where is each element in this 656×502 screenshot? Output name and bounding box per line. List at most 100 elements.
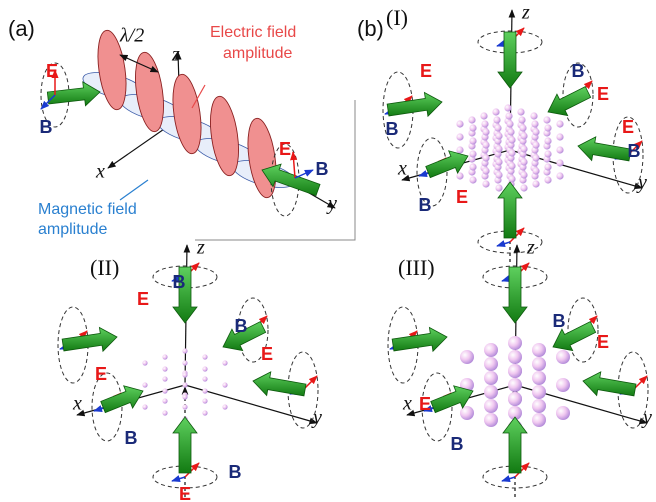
lattice-atom <box>556 120 563 127</box>
lattice-atom <box>142 382 147 387</box>
lattice-atom <box>505 112 512 119</box>
beam-arrow <box>253 372 306 396</box>
lattice-atom <box>531 120 538 127</box>
panel-label: (b) <box>357 16 384 41</box>
beam-arrow <box>498 32 522 88</box>
lattice-atom <box>544 150 551 157</box>
axis-label: y <box>326 193 337 215</box>
field-label: E <box>179 484 191 502</box>
electric-label: Electric field <box>210 24 296 41</box>
field-label: E <box>261 344 273 364</box>
lattice-atom <box>469 124 476 131</box>
beam-arrow <box>387 92 442 116</box>
lattice-atom <box>532 413 546 427</box>
lattice-atom <box>456 120 463 127</box>
beam-arrow <box>578 137 631 161</box>
lattice-atom <box>508 350 522 364</box>
lattice-atom <box>508 175 515 182</box>
lattice-atom <box>544 137 551 144</box>
field-label: B <box>386 119 399 139</box>
lattice-atom <box>202 354 207 359</box>
lattice-atom <box>508 149 515 156</box>
lattice-atom <box>162 354 167 359</box>
lattice-atom <box>484 371 498 385</box>
lattice-atom <box>556 350 570 364</box>
field-label: E <box>597 332 609 352</box>
lattice-atom <box>456 133 463 140</box>
field-label: E <box>95 364 107 384</box>
lattice-atom <box>182 372 187 377</box>
field-label: B <box>419 195 432 215</box>
lattice-atom <box>532 180 539 187</box>
field-label: E <box>420 61 432 81</box>
lattice-atom <box>519 124 526 131</box>
lattice-atom <box>507 128 514 135</box>
lattice-atom <box>495 145 502 152</box>
lattice-atom <box>532 399 546 413</box>
lattice-atom <box>469 176 476 183</box>
lattice-atom <box>481 120 488 127</box>
field-label: B <box>316 159 329 179</box>
lattice-atom <box>543 116 550 123</box>
lattice-atom <box>182 348 187 353</box>
lattice-atom <box>202 410 207 415</box>
subpanel-label: (III) <box>398 255 435 280</box>
field-label: E <box>622 117 634 137</box>
lattice-atom <box>520 145 527 152</box>
figure: (a) (b) λ/2 Electric field amplitude Mag… <box>0 0 656 502</box>
lattice-atom <box>182 360 187 365</box>
axis-label: y <box>641 407 652 429</box>
field-label: E <box>279 139 291 159</box>
field-label: E <box>456 187 468 207</box>
b-vector <box>502 477 515 481</box>
lattice-atom <box>460 406 474 420</box>
lattice-atom <box>520 171 527 178</box>
electric-label: amplitude <box>223 45 292 62</box>
lattice-atom <box>484 357 498 371</box>
field-label: B <box>40 117 53 137</box>
lattice-atom <box>202 398 207 403</box>
beam-arrow <box>503 417 527 473</box>
lattice-atom <box>162 376 167 381</box>
lattice-atom <box>484 413 498 427</box>
lattice-atom <box>508 136 515 143</box>
lattice-atom <box>556 378 570 392</box>
lattice-atom <box>532 343 546 357</box>
lattice-atom <box>484 343 498 357</box>
lattice-atom <box>532 371 546 385</box>
lattice-atom <box>162 366 167 371</box>
lattice-atom <box>469 163 476 170</box>
lattice-atom <box>520 184 527 191</box>
lattice-atom <box>182 404 187 409</box>
field-label: B <box>451 434 464 454</box>
beam-arrow <box>548 87 591 116</box>
e-vector <box>293 152 295 178</box>
lattice-atom <box>494 124 501 131</box>
panel-label: (a) <box>8 16 35 41</box>
lattice-atom <box>142 404 147 409</box>
lattice-atom <box>222 404 227 409</box>
lattice-atom <box>182 394 187 399</box>
lattice-atom <box>142 360 147 365</box>
lattice-atom <box>530 112 537 119</box>
lattice-atom <box>556 146 563 153</box>
lattice-atom <box>480 112 487 119</box>
field-label: B <box>173 272 186 292</box>
magnetic-label: Magnetic field <box>38 201 137 218</box>
lattice-atom <box>469 137 476 144</box>
lattice-atom <box>456 146 463 153</box>
lattice-atom <box>182 382 187 387</box>
field-label: E <box>597 84 609 104</box>
lattice-atom <box>556 133 563 140</box>
lattice-atom <box>532 141 539 148</box>
axis-label: z <box>526 237 535 259</box>
beam-arrow <box>503 267 527 323</box>
lattice-atom <box>482 180 489 187</box>
field-label: B <box>628 141 641 161</box>
lattice-atom <box>492 108 499 115</box>
lattice-atom <box>495 132 502 139</box>
lattice-atom <box>222 382 227 387</box>
field-label: B <box>229 462 242 482</box>
beam-arrow <box>392 327 447 351</box>
lattice-atom <box>482 167 489 174</box>
